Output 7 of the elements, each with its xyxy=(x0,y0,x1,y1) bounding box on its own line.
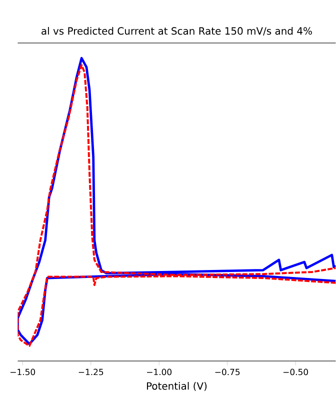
x-tick-label: −1.00 xyxy=(146,368,172,376)
x-tick-label: −0.75 xyxy=(215,368,240,376)
x-tick-label: −1.25 xyxy=(78,368,104,376)
x-tick-label: −0.50 xyxy=(283,368,308,376)
chart-title: al vs Predicted Current at Scan Rate 150 mV/s and 4% xyxy=(42,26,312,36)
x-axis-title: Potential (V) xyxy=(146,382,207,391)
x-tick-label: −1.50 xyxy=(10,368,35,376)
